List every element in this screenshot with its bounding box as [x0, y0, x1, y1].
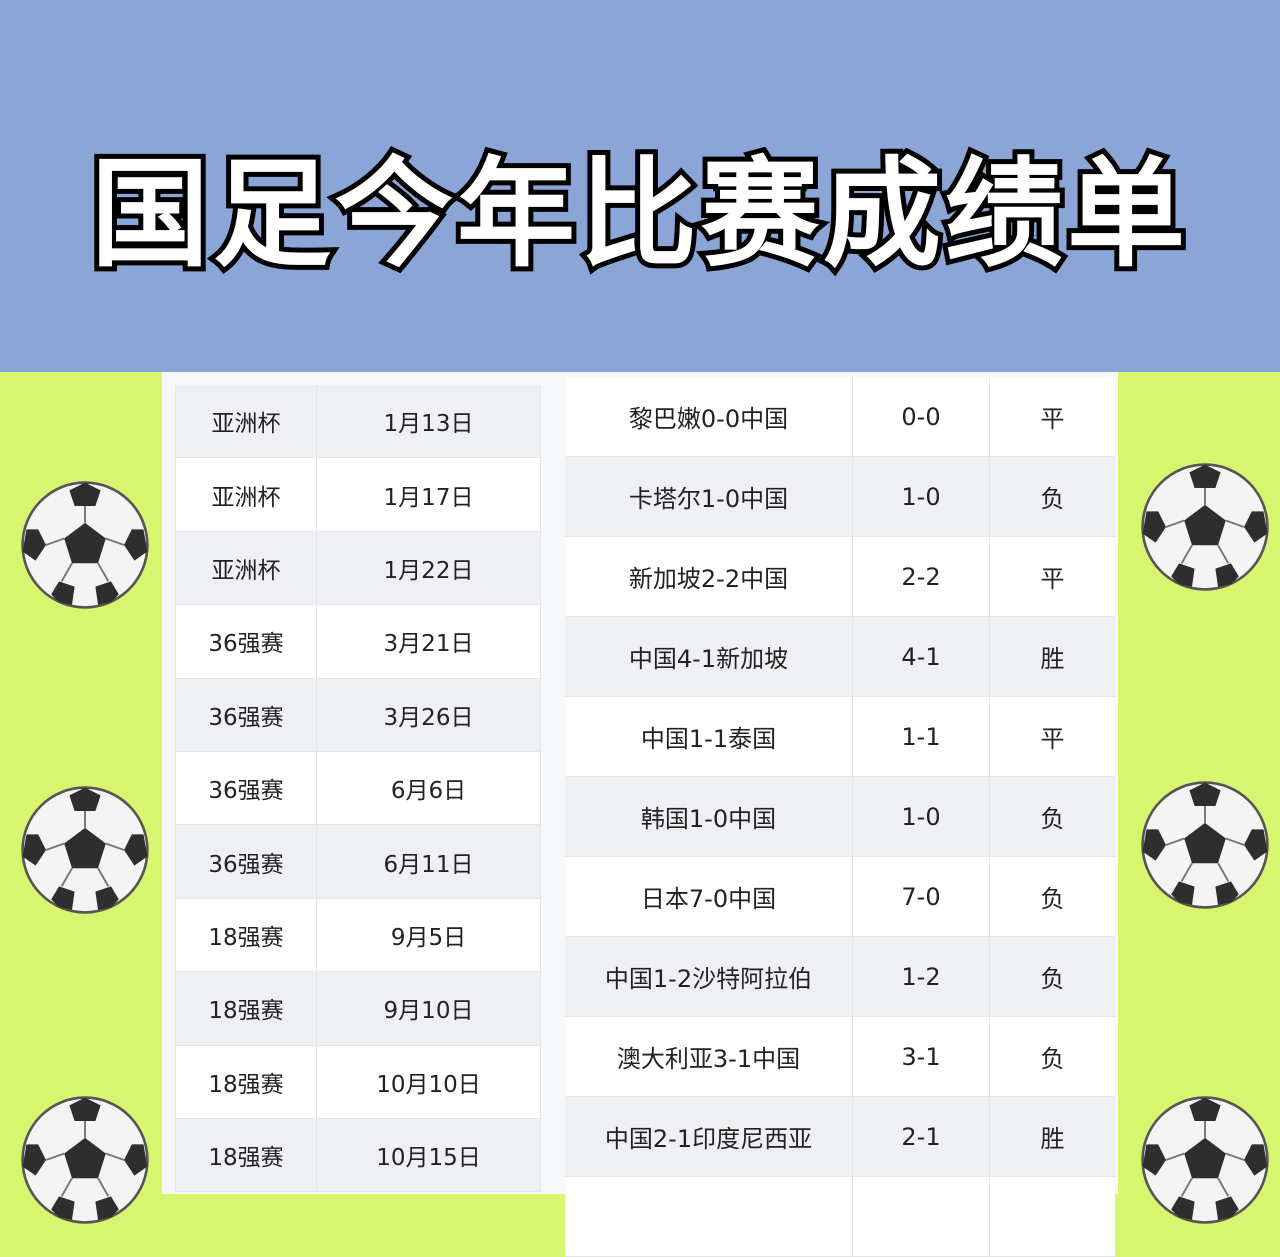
- table-row: 18强赛 9月5日: [176, 898, 540, 973]
- match-cell: 中国1-1泰国: [565, 697, 853, 776]
- outcome-cell: 胜: [1040, 1125, 1065, 1153]
- table-row: 36强赛 6月6日: [176, 751, 540, 826]
- date-cell: 6月11日: [383, 851, 474, 878]
- outcome-cell: [990, 1177, 1115, 1256]
- outcome-cell: 负: [1040, 805, 1065, 833]
- match-cell: 中国1-2沙特阿拉伯: [565, 937, 853, 1016]
- date-cell: 9月5日: [390, 924, 467, 951]
- date-cell: 6月6日: [390, 778, 467, 805]
- score-cell: 3-1: [853, 1017, 990, 1096]
- table-row: 中国1-1泰国 1-1 平: [565, 697, 1115, 777]
- match-cell: 新加坡2-2中国: [565, 537, 853, 616]
- schedule-table: 亚洲杯 1月13日 亚洲杯 1月17日 亚洲杯 1月22日 36强赛 3月21日 36强赛 3月2…: [175, 385, 541, 1193]
- score-cell: 7-0: [853, 857, 990, 936]
- date-cell: 1月13日: [383, 411, 474, 438]
- table-row: 36强赛 3月21日: [176, 605, 540, 679]
- table-row: [565, 1177, 1115, 1257]
- stage-cell: 36强赛: [176, 825, 317, 898]
- stage-cell: 18强赛: [176, 1118, 317, 1192]
- date-cell: 10月10日: [376, 1071, 481, 1098]
- soccer-ball-icon: [20, 480, 150, 610]
- stage-cell: 18强赛: [176, 972, 317, 1045]
- stage-cell: 亚洲杯: [176, 531, 317, 605]
- match-cell: 黎巴嫩0-0中国: [565, 377, 853, 456]
- table-row: 18强赛 10月15日: [176, 1118, 540, 1193]
- outcome-cell: 胜: [1040, 645, 1065, 673]
- score-cell: 4-1: [853, 617, 990, 696]
- soccer-ball-icon: [1140, 462, 1270, 592]
- match-cell: 澳大利亚3-1中国: [565, 1017, 853, 1096]
- score-cell: 2-2: [853, 537, 990, 616]
- score-cell: 1-0: [853, 457, 990, 536]
- table-row: 中国2-1印度尼西亚 2-1 胜: [565, 1097, 1115, 1177]
- outcome-cell: 负: [1040, 485, 1065, 513]
- stage-cell: 亚洲杯: [176, 385, 317, 458]
- soccer-ball-icon: [20, 785, 150, 915]
- date-cell: 3月21日: [383, 631, 474, 658]
- match-cell: [565, 1177, 853, 1256]
- table-row: 18强赛 9月10日: [176, 972, 540, 1046]
- match-cell: 卡塔尔1-0中国: [565, 457, 853, 536]
- date-cell: 1月22日: [383, 557, 474, 584]
- stage-cell: 36强赛: [176, 605, 317, 678]
- stage-cell: 18强赛: [176, 898, 317, 972]
- score-cell: 0-0: [853, 377, 990, 456]
- match-cell: 日本7-0中国: [565, 857, 853, 936]
- stage-cell: 36强赛: [176, 751, 317, 825]
- date-cell: 10月15日: [376, 1145, 481, 1172]
- match-cell: 中国4-1新加坡: [565, 617, 853, 696]
- soccer-ball-icon: [1140, 1095, 1270, 1225]
- stage-cell: 18强赛: [176, 1045, 317, 1118]
- match-cell: 韩国1-0中国: [565, 777, 853, 856]
- match-cell: 中国2-1印度尼西亚: [565, 1097, 853, 1176]
- score-cell: 1-2: [853, 937, 990, 1016]
- table-row: 韩国1-0中国 1-0 负: [565, 777, 1115, 857]
- stage-cell: 亚洲杯: [176, 458, 317, 531]
- table-row: 亚洲杯 1月22日: [176, 531, 540, 606]
- soccer-ball-icon: [20, 1095, 150, 1225]
- date-cell: 3月26日: [383, 704, 474, 731]
- outcome-cell: 平: [1040, 725, 1065, 753]
- table-row: 亚洲杯 1月17日: [176, 458, 540, 532]
- score-cell: [853, 1177, 990, 1256]
- date-cell: 1月17日: [383, 484, 474, 511]
- title-banner: 国足今年比赛成绩单: [0, 0, 1280, 372]
- table-row: 18强赛 10月10日: [176, 1045, 540, 1119]
- table-row: 36强赛 3月26日: [176, 678, 540, 752]
- date-cell: 9月10日: [383, 998, 474, 1025]
- outcome-cell: 负: [1040, 885, 1065, 913]
- table-row: 卡塔尔1-0中国 1-0 负: [565, 457, 1115, 537]
- table-row: 中国1-2沙特阿拉伯 1-2 负: [565, 937, 1115, 1017]
- outcome-cell: 负: [1040, 965, 1065, 993]
- table-row: 黎巴嫩0-0中国 0-0 平: [565, 377, 1115, 457]
- score-cell: 1-1: [853, 697, 990, 776]
- outcome-cell: 负: [1040, 1045, 1065, 1073]
- score-cell: 2-1: [853, 1097, 990, 1176]
- table-row: 日本7-0中国 7-0 负: [565, 857, 1115, 937]
- page-title: 国足今年比赛成绩单: [86, 140, 1190, 288]
- results-table: 黎巴嫩0-0中国 0-0 平卡塔尔1-0中国 1-0 负新加坡2-2中国 2-2 平中国4-…: [565, 377, 1115, 1257]
- soccer-ball-icon: [1140, 780, 1270, 910]
- table-row: 亚洲杯 1月13日: [176, 385, 540, 459]
- table-row: 36强赛 6月11日: [176, 825, 540, 899]
- stage-cell: 36强赛: [176, 678, 317, 751]
- table-row: 新加坡2-2中国 2-2 平: [565, 537, 1115, 617]
- score-cell: 1-0: [853, 777, 990, 856]
- outcome-cell: 平: [1040, 565, 1065, 593]
- table-row: 中国4-1新加坡 4-1 胜: [565, 617, 1115, 697]
- table-row: 澳大利亚3-1中国 3-1 负: [565, 1017, 1115, 1097]
- outcome-cell: 平: [1040, 405, 1065, 433]
